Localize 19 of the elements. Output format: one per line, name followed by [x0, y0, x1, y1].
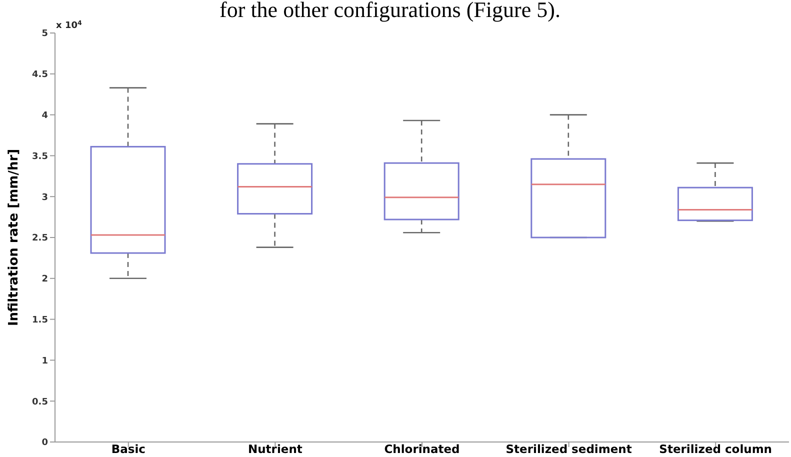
y-tick-label: 4.5 — [32, 70, 48, 80]
text: for the other configurations (Figure 5). — [220, 0, 560, 22]
y-axis-title: Infiltration rate [mm/hr] — [6, 148, 22, 326]
x-tick-label: Sterilized column — [659, 442, 772, 456]
x-tick-label: Basic — [111, 442, 146, 456]
y-tick-label: 1 — [42, 356, 48, 366]
y-tick-label: 0 — [42, 438, 48, 448]
x-tick-label: Chlorinated — [384, 442, 460, 456]
y-tick-label: 2.5 — [32, 234, 48, 244]
x-tick-label: Nutrient — [248, 442, 303, 456]
y-tick-label: 0.5 — [32, 397, 48, 408]
y-tick-label: 2 — [42, 274, 48, 285]
y-tick-label: 3.5 — [32, 152, 48, 162]
y-tick-label: 5 — [42, 29, 48, 40]
y-tick-label: 3 — [42, 192, 48, 203]
y-tick-label: 1.5 — [32, 315, 48, 326]
y-tick-label: 4 — [42, 110, 48, 121]
x-tick-label: Sterilized sediment — [506, 442, 632, 456]
text: x 10$^{4}$ — [56, 20, 82, 31]
